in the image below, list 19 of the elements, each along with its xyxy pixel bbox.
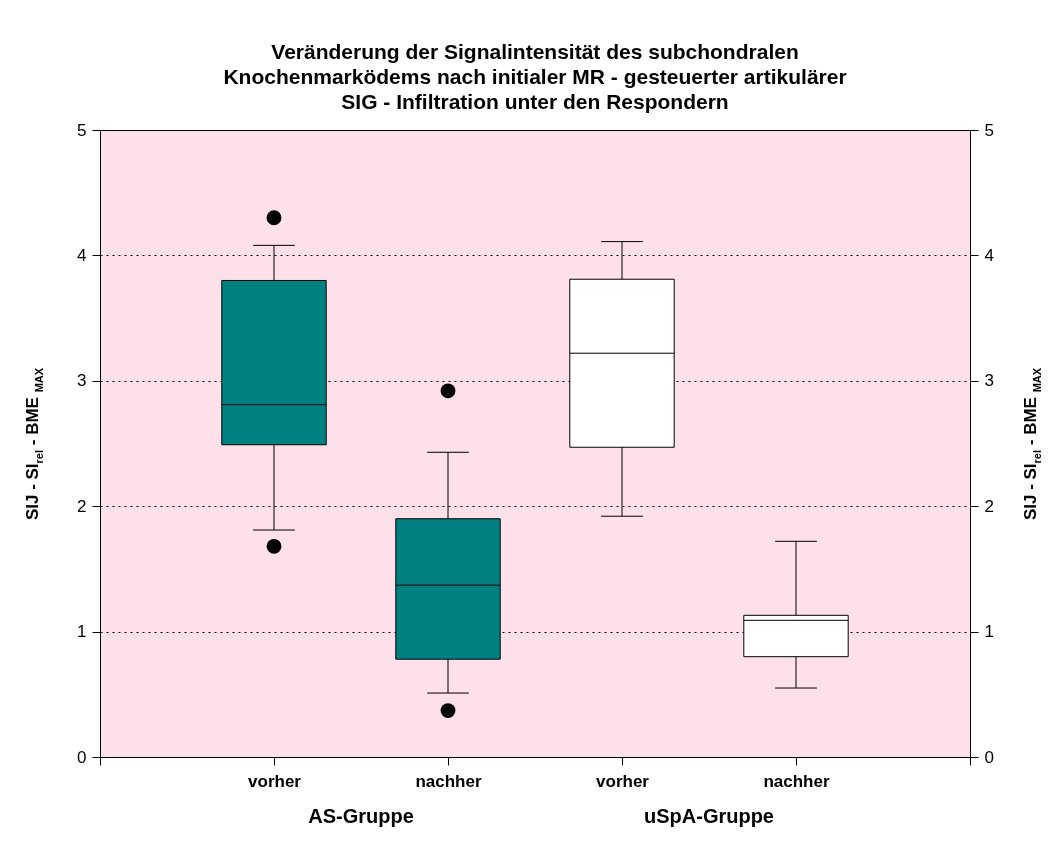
- y2-tick-label: 1: [984, 622, 994, 642]
- y2-tick-label: 5: [984, 120, 994, 140]
- y2-tick-label: 4: [984, 245, 994, 265]
- x-tick-label: nachher: [415, 771, 482, 791]
- x-tick-label: vorher: [248, 771, 302, 791]
- y-tick-label: 0: [77, 747, 87, 767]
- y2-tick-label: 0: [984, 747, 994, 767]
- y-tick-label: 5: [77, 120, 87, 140]
- y-tick-label: 4: [77, 245, 87, 265]
- text: uSpA-Gruppe: [644, 805, 774, 828]
- y-tick-label: 2: [77, 496, 87, 516]
- text: AS-Gruppe: [308, 805, 414, 828]
- y2-tick-label: 3: [984, 371, 994, 391]
- y-tick-label: 3: [77, 371, 87, 391]
- chart-title: Veränderung der Signalintensität des subchondralen Knochenmarködems nach initialer MR - gesteuerter artikulärer SIG - Infiltration unter den Respondern: [223, 40, 847, 113]
- x-tick-label: nachher: [763, 771, 830, 791]
- x-tick-label: vorher: [596, 771, 650, 791]
- y2-tick-label: 2: [984, 496, 994, 516]
- y-tick-label: 1: [77, 622, 87, 642]
